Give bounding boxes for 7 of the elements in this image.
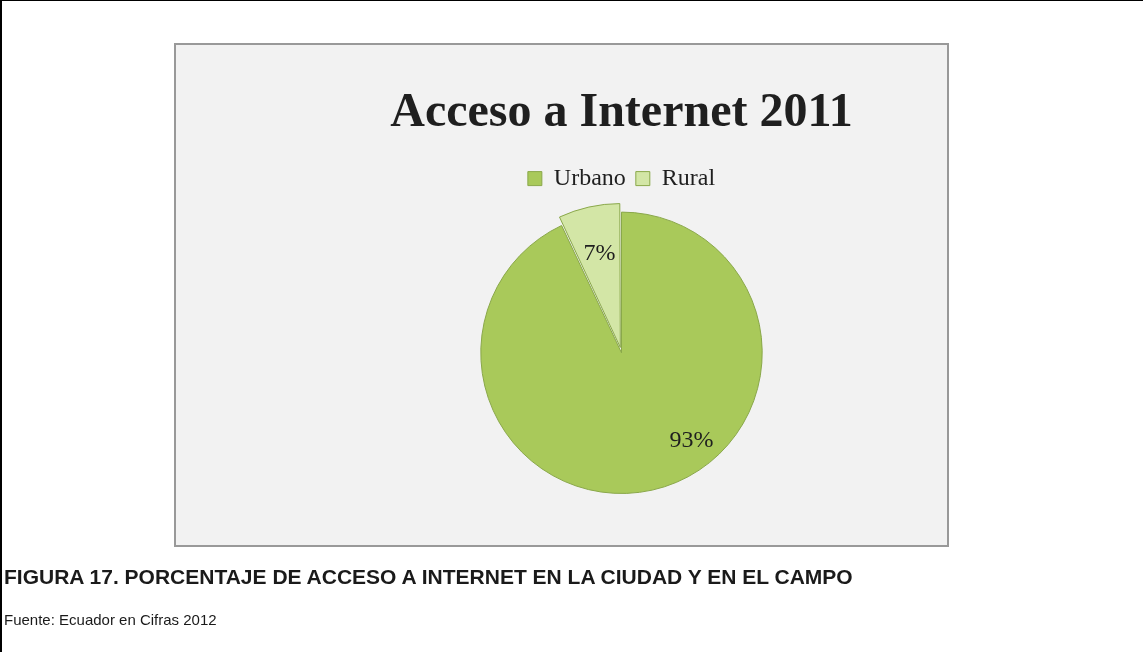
data-label: 7% — [583, 239, 616, 266]
legend-label: Rural — [661, 163, 716, 190]
source-note: Fuente: Ecuador en Cifras 2012 — [4, 611, 217, 628]
legend-label: Urbano — [553, 163, 626, 190]
chart-title: Acceso a Internet 2011 — [390, 83, 853, 137]
data-label: 93% — [669, 426, 714, 453]
text: FIGURA 17. PORCENTAJE DE ACCESO A INTERNET EN LA CIUDAD Y EN EL CAMPO — [4, 565, 853, 589]
